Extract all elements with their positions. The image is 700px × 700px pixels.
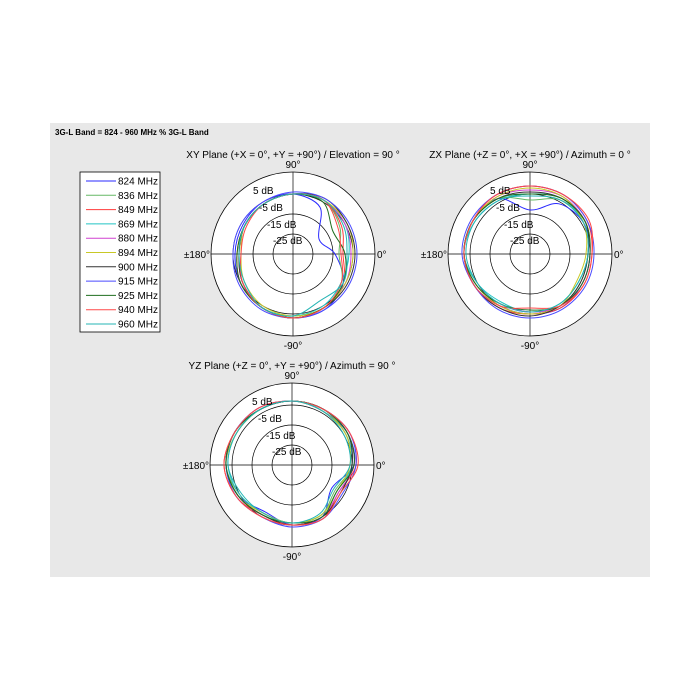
angle-label-bottom: -90° (284, 341, 302, 352)
ring-label: 5 dB (490, 186, 511, 197)
ring-label: -15 dB (266, 431, 296, 442)
ring-label: -25 dB (273, 236, 303, 247)
legend: 824 MHz 836 MHz 849 MHz 869 MHz 880 MHz 894 M… (79, 171, 161, 333)
plot-title: YZ Plane (+Z = 0°, +Y = +90°) / Azimuth … (189, 361, 396, 372)
angle-label-top: 90° (285, 160, 300, 171)
pattern-curve-940-mhz (463, 185, 594, 309)
ring-label: -25 dB (510, 236, 540, 247)
angle-label-right: 0° (614, 250, 624, 261)
legend-entry: 869 MHz (118, 219, 158, 230)
angle-label-right: 0° (377, 250, 387, 261)
legend-entry: 940 MHz (118, 305, 158, 316)
angle-label-bottom: -90° (521, 341, 539, 352)
polar-plot-3: YZ Plane (+Z = 0°, +Y = +90°) / Azimuth … (183, 361, 396, 563)
angle-label-left: ±180° (183, 461, 209, 472)
ring-label: -15 dB (504, 220, 534, 231)
plot-title: ZX Plane (+Z = 0°, +X = +90°) / Azimuth … (429, 150, 631, 161)
legend-entry: 960 MHz (118, 320, 158, 331)
pattern-curve-960-mhz (465, 195, 589, 313)
ring-label: -5 dB (496, 203, 520, 214)
figure-title: 3G-L Band = 824 - 960 MHz % 3G-L Band (55, 128, 209, 137)
ring-label: 5 dB (253, 186, 274, 197)
legend-entry: 849 MHz (118, 205, 158, 216)
pattern-curve-915-mhz (232, 191, 358, 319)
legend-entry: 880 MHz (118, 234, 158, 245)
pattern-curve-960-mhz (227, 400, 351, 524)
angle-label-bottom: -90° (283, 552, 301, 563)
ring-label: -25 dB (272, 447, 302, 458)
angle-label-left: ±180° (184, 250, 210, 261)
pattern-curve-940-mhz (223, 400, 359, 526)
polar-plot-2: ZX Plane (+Z = 0°, +X = +90°) / Azimuth … (421, 150, 631, 352)
ring-label: 5 dB (252, 397, 273, 408)
polar-plot-1: XY Plane (+X = 0°, +Y = +90°) / Elevatio… (184, 150, 400, 352)
legend-entry: 824 MHz (118, 177, 158, 188)
legend-entry: 900 MHz (118, 262, 158, 273)
pattern-curve-960-mhz (238, 193, 348, 317)
legend-entry: 915 MHz (118, 277, 158, 288)
angle-label-top: 90° (522, 160, 537, 171)
legend-entry: 925 MHz (118, 291, 158, 302)
ring-label: -5 dB (259, 203, 283, 214)
legend-entry: 894 MHz (118, 248, 158, 259)
ring-label: -5 dB (258, 414, 282, 425)
legend-entry: 836 MHz (118, 191, 158, 202)
angle-label-right: 0° (376, 461, 386, 472)
ring-label: -15 dB (267, 220, 297, 231)
angle-label-top: 90° (284, 371, 299, 382)
plot-title: XY Plane (+X = 0°, +Y = +90°) / Elevatio… (186, 150, 399, 161)
angle-label-left: ±180° (421, 250, 447, 261)
